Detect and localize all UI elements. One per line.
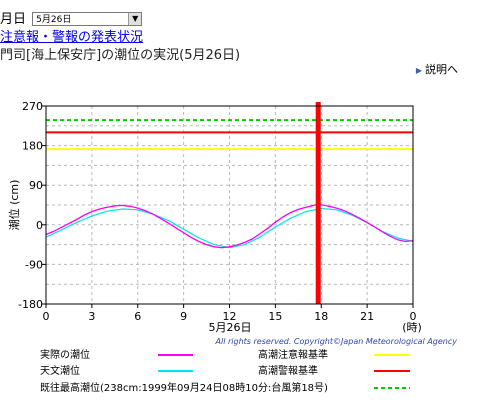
x-tick-label: 21 [360, 310, 374, 323]
x-tick-label: 9 [180, 310, 187, 323]
y-tick-label: -90 [25, 258, 43, 271]
triangle-right-icon: ▶ [415, 66, 422, 75]
legend-label: 高潮警報基準 [258, 364, 318, 377]
y-tick-label: 90 [29, 179, 43, 192]
x-tick-label: 15 [268, 310, 282, 323]
x-tick-label: 18 [314, 310, 328, 323]
x-tick-label: 0 [410, 310, 417, 323]
alert-status-link[interactable]: 注意報・警報の発表状況 [0, 30, 144, 45]
date-select[interactable]: 5月26日 ▼ [32, 11, 143, 26]
legend-label: 既往最高潮位(238cm:1999年09月24日08時10分:台風第18号) [40, 381, 328, 394]
copyright-text: All rights reserved. Copyright©Japan Met… [215, 337, 458, 346]
y-tick-label: 0 [36, 219, 43, 232]
actual-tide-line [318, 203, 414, 243]
x-tick-label: 12 [223, 310, 237, 323]
legend-label: 高潮注意報基準 [258, 348, 328, 361]
x-tick-label: 6 [134, 310, 141, 323]
astronomical-tide-line [45, 207, 414, 249]
y-tick-label: -180 [18, 298, 43, 311]
y-axis-label: 潮位 (cm) [7, 180, 21, 231]
x-axis-label: 5月26日 [209, 321, 252, 334]
x-axis-unit: (時) [402, 321, 422, 334]
help-link-label: 説明へ [425, 63, 458, 76]
chevron-down-icon[interactable]: ▼ [128, 12, 142, 25]
date-label: 月日 [0, 12, 27, 27]
date-select-value: 5月26日 [36, 14, 72, 25]
date-selector-bar: 月日 5月26日 ▼ [0, 8, 143, 27]
x-tick-label: 3 [88, 310, 95, 323]
actual-tide-line [45, 203, 319, 249]
legend-label: 実際の潮位 [40, 348, 90, 361]
help-link[interactable]: ▶ 説明へ [416, 61, 458, 77]
page-title: 門司[海上保安庁]の潮位の実況(5月26日) [0, 48, 241, 63]
y-tick-label: 180 [22, 140, 43, 153]
x-tick-label: 0 [43, 310, 50, 323]
legend-label: 天文潮位 [40, 364, 80, 377]
y-tick-label: 270 [22, 100, 43, 113]
